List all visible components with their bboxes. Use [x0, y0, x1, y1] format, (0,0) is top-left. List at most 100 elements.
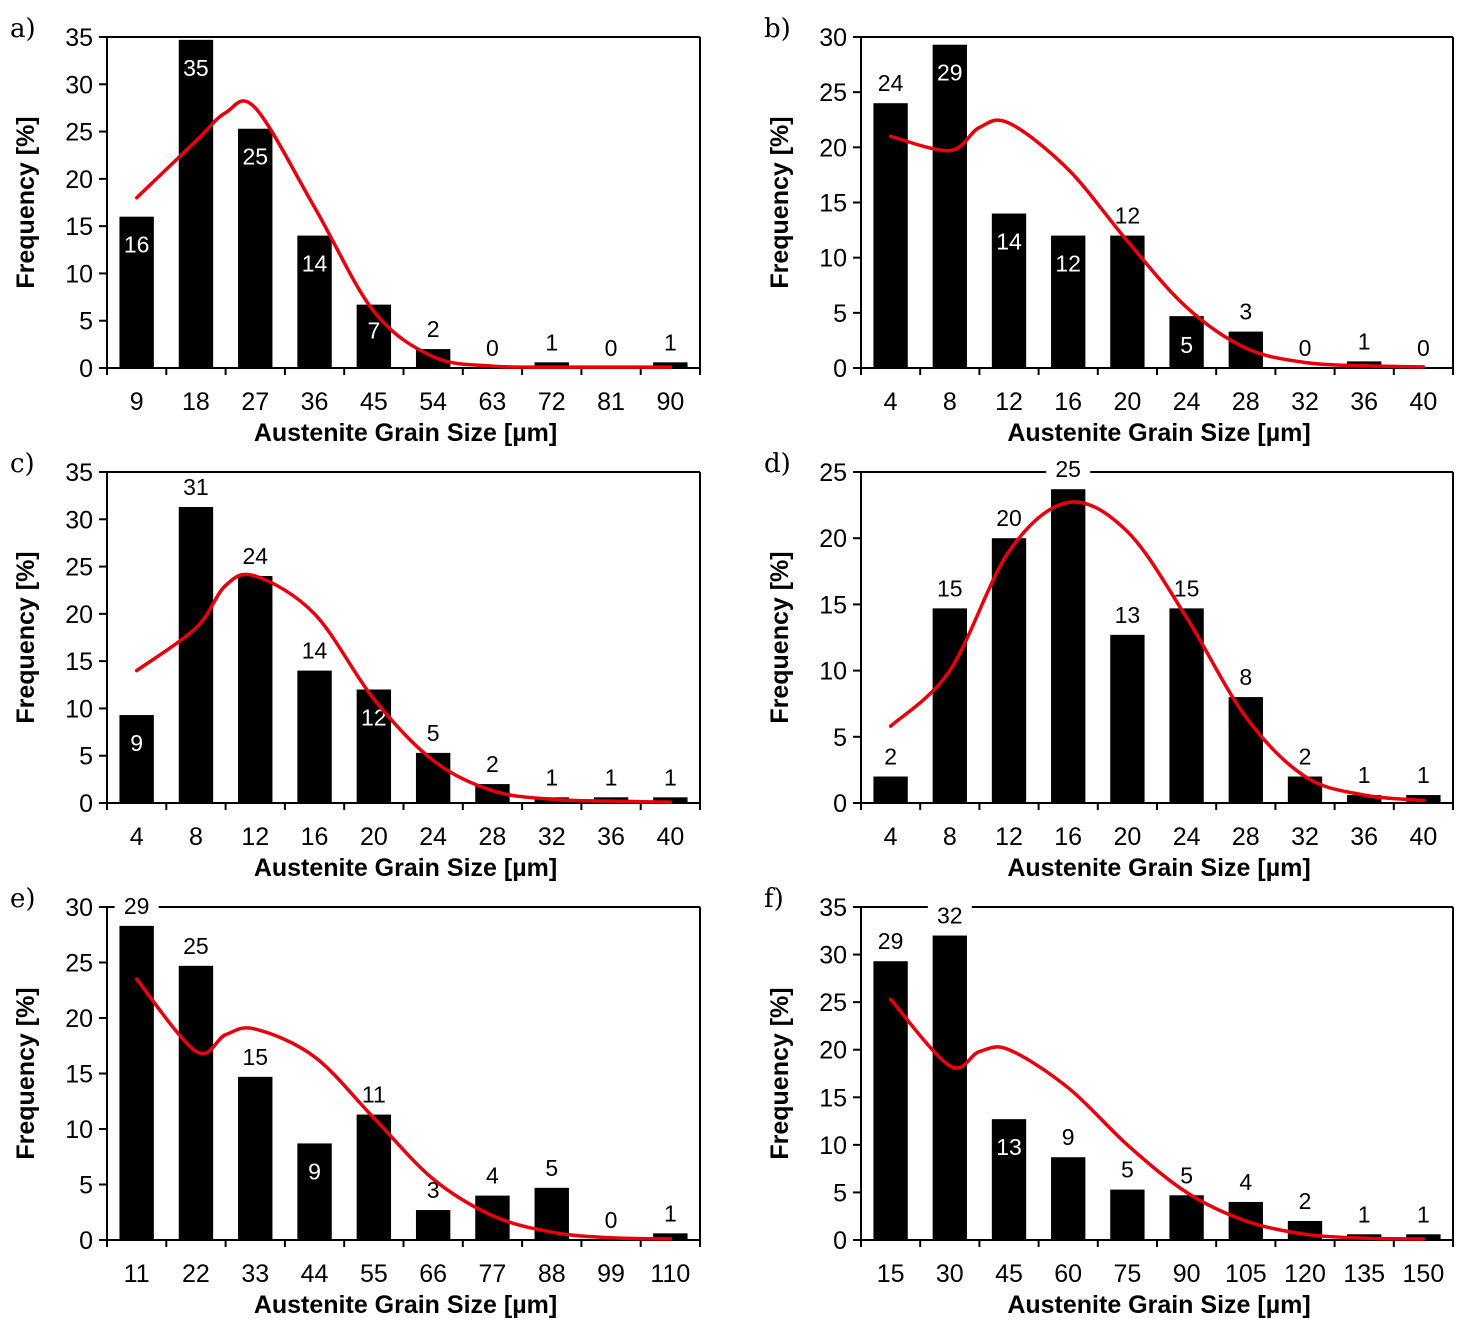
bar [297, 1143, 332, 1240]
panel-label: c) [10, 449, 35, 479]
bar [415, 1210, 451, 1240]
bar [1110, 1189, 1145, 1240]
x-tick-label: 63 [479, 388, 507, 416]
y-tick-label: 10 [65, 260, 93, 288]
y-tick-label: 25 [819, 459, 847, 487]
bar [178, 506, 214, 803]
bar-value-label: 12 [1115, 203, 1141, 229]
x-tick-label: 150 [1403, 1260, 1445, 1288]
bar-value-label: 0 [486, 335, 499, 361]
x-tick-label: 36 [301, 388, 329, 416]
x-tick-label: 60 [1054, 1260, 1082, 1288]
x-tick-label: 8 [189, 823, 203, 851]
x-tick-label: 40 [1409, 388, 1437, 416]
bar [356, 304, 392, 368]
bar [1051, 489, 1086, 803]
bar [475, 1195, 510, 1240]
bar-value-label: 35 [183, 55, 209, 81]
x-tick-label: 28 [479, 823, 507, 851]
bar [932, 935, 967, 1240]
bar [119, 925, 154, 1240]
y-tick-label: 15 [819, 1084, 847, 1112]
bar [1169, 1195, 1204, 1240]
x-tick-label: 30 [936, 1260, 964, 1288]
y-tick-label: 30 [819, 24, 847, 52]
bar-value-label: 0 [1417, 335, 1430, 361]
fit-curve [134, 572, 673, 804]
y-tick-label: 35 [65, 459, 93, 487]
bar-value-label: 8 [1239, 664, 1252, 690]
x-axis-title: Austenite Grain Size [µm] [254, 1291, 557, 1319]
bar [178, 39, 214, 368]
bar [297, 670, 332, 803]
y-tick-label: 10 [65, 695, 93, 723]
chart-panel-e: e)05101520253011292225331544955116637748… [10, 884, 701, 1319]
x-tick-label: 27 [241, 388, 269, 416]
bar-value-label: 5 [1180, 332, 1193, 358]
bar [653, 362, 688, 368]
bar [356, 1114, 392, 1240]
bar [991, 1119, 1027, 1240]
x-axis-title: Austenite Grain Size [µm] [254, 854, 557, 882]
chart-panel-f: f) 0 5 10 15 20 25 30 35 15 29 30 32 45 13 60 9 75 5 90 5 105… [764, 884, 1454, 1319]
y-axis-title: Frequency [%] [766, 116, 794, 288]
y-tick-label: 15 [65, 1061, 93, 1089]
bar [1051, 1157, 1086, 1240]
fit-curve [888, 118, 1426, 369]
x-tick-label: 32 [1291, 388, 1319, 416]
panel-label: f) [764, 884, 784, 914]
y-axis-title: Frequency [%] [12, 987, 40, 1159]
bar-value-label: 2 [1299, 1188, 1312, 1214]
chart-panel-c: c)05101520253035498311224161420122452823… [10, 449, 701, 882]
x-tick-label: 90 [1173, 1260, 1201, 1288]
y-tick-label: 0 [833, 355, 847, 383]
x-tick-label: 28 [1232, 388, 1260, 416]
x-tick-label: 16 [1054, 823, 1082, 851]
bar [1169, 608, 1204, 803]
bar-value-label: 25 [1055, 456, 1081, 482]
bar [119, 216, 154, 368]
x-tick-label: 28 [1232, 823, 1260, 851]
bar-value-label: 9 [308, 1158, 321, 1184]
x-axis-title: Austenite Grain Size [µm] [1007, 854, 1310, 882]
bar [1110, 634, 1145, 803]
bar-value-label: 12 [1055, 251, 1081, 277]
x-tick-label: 12 [995, 388, 1023, 416]
y-tick-label: 5 [833, 1179, 847, 1207]
y-tick-label: 15 [819, 190, 847, 218]
bar-value-label: 29 [937, 60, 963, 86]
bar [932, 608, 967, 803]
bar [1347, 795, 1382, 803]
x-tick-label: 66 [419, 1260, 447, 1288]
y-axis-title: Frequency [%] [12, 116, 40, 288]
x-tick-label: 120 [1284, 1260, 1326, 1288]
bar [178, 965, 214, 1240]
bar-value-label: 1 [1358, 762, 1371, 788]
x-tick-label: 99 [597, 1260, 625, 1288]
fit-curve [134, 977, 673, 1241]
bar-value-label: 14 [996, 229, 1022, 255]
bar-value-label: 13 [996, 1134, 1022, 1160]
bar-value-label: 24 [242, 543, 268, 569]
bar-value-label: 0 [1299, 335, 1312, 361]
x-axis-title: Austenite Grain Size [µm] [1007, 419, 1310, 447]
x-tick-label: 135 [1343, 1260, 1385, 1288]
x-tick-label: 45 [360, 388, 388, 416]
bar-value-label: 5 [1180, 1162, 1193, 1188]
panel-label: d) [764, 449, 791, 479]
bar-value-label: 7 [367, 318, 380, 344]
x-tick-label: 72 [538, 388, 566, 416]
bar-value-label: 0 [605, 335, 618, 361]
bar [653, 1233, 688, 1240]
x-tick-label: 18 [182, 388, 210, 416]
bar [873, 961, 908, 1240]
x-tick-label: 45 [995, 1260, 1023, 1288]
x-tick-label: 22 [182, 1260, 210, 1288]
y-tick-label: 30 [65, 71, 93, 99]
y-tick-label: 35 [819, 894, 847, 922]
x-tick-label: 24 [1173, 823, 1201, 851]
bar [1169, 316, 1204, 368]
bar-value-label: 31 [183, 474, 209, 500]
x-tick-label: 4 [884, 823, 898, 851]
